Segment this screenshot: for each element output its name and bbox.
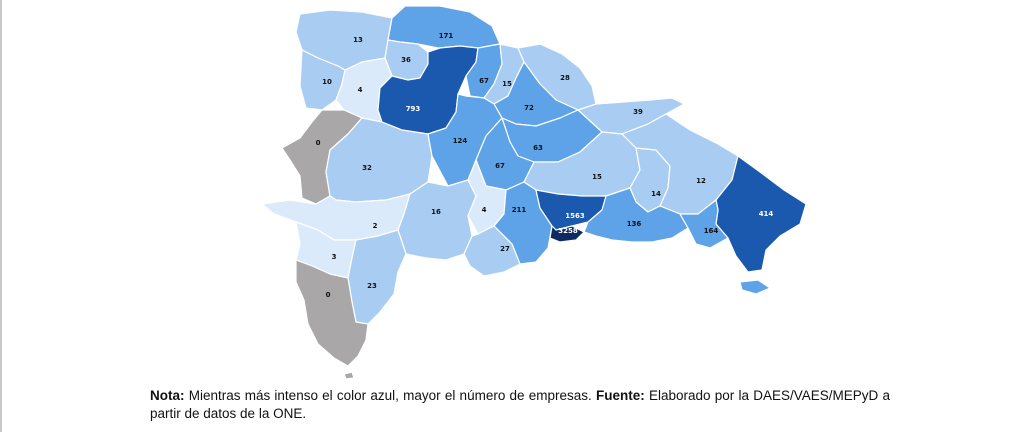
note-text: Mientras más intenso el color azul, mayo… xyxy=(184,388,597,403)
label-793: 793 xyxy=(406,105,421,113)
label-4-south: 4 xyxy=(482,206,487,214)
province-3258[interactable] xyxy=(549,225,585,243)
island-saona xyxy=(739,279,771,295)
note-label: Nota: xyxy=(150,388,185,403)
label-2: 2 xyxy=(373,222,378,230)
label-27: 27 xyxy=(500,245,510,253)
label-72: 72 xyxy=(524,104,534,112)
label-4-north: 4 xyxy=(358,86,363,94)
label-164: 164 xyxy=(704,227,719,235)
map-note: Nota: Mientras más intenso el color azul… xyxy=(150,387,890,423)
label-3258: 3258 xyxy=(558,227,578,235)
label-14: 14 xyxy=(651,190,661,198)
dominican-republic-choropleth-map: 13 171 36 10 4 793 67 15 28 72 39 0 32 1… xyxy=(261,5,807,380)
label-36: 36 xyxy=(401,56,411,64)
label-3: 3 xyxy=(332,253,337,261)
province-23[interactable] xyxy=(347,229,407,325)
label-67-south: 67 xyxy=(495,162,505,170)
label-12: 12 xyxy=(696,177,706,185)
label-67-north: 67 xyxy=(479,77,489,85)
label-23: 23 xyxy=(367,282,377,290)
label-15-south: 15 xyxy=(592,173,602,181)
label-211: 211 xyxy=(512,206,527,214)
province-0-south[interactable] xyxy=(295,259,369,367)
label-15-north: 15 xyxy=(502,80,512,88)
label-124: 124 xyxy=(453,137,468,145)
label-10: 10 xyxy=(322,78,332,86)
label-39: 39 xyxy=(633,108,643,116)
label-414: 414 xyxy=(759,210,774,218)
label-63: 63 xyxy=(533,144,543,152)
province-211[interactable] xyxy=(493,181,553,265)
source-label: Fuente: xyxy=(596,388,645,403)
label-13: 13 xyxy=(353,36,363,44)
label-16: 16 xyxy=(431,208,441,216)
label-1563: 1563 xyxy=(565,212,585,220)
label-32: 32 xyxy=(362,164,372,172)
province-27[interactable] xyxy=(463,225,521,277)
source-text: Elaborado por la DAES/VAES/MEPyD a parti… xyxy=(150,388,890,421)
province-164[interactable] xyxy=(679,199,729,249)
frame-border xyxy=(0,0,2,432)
label-0-south: 0 xyxy=(326,291,331,299)
label-28: 28 xyxy=(560,74,570,82)
label-136: 136 xyxy=(627,220,642,228)
island-beata xyxy=(343,371,355,380)
province-171[interactable] xyxy=(387,5,501,49)
label-171: 171 xyxy=(439,32,454,40)
label-0-north: 0 xyxy=(316,139,321,147)
